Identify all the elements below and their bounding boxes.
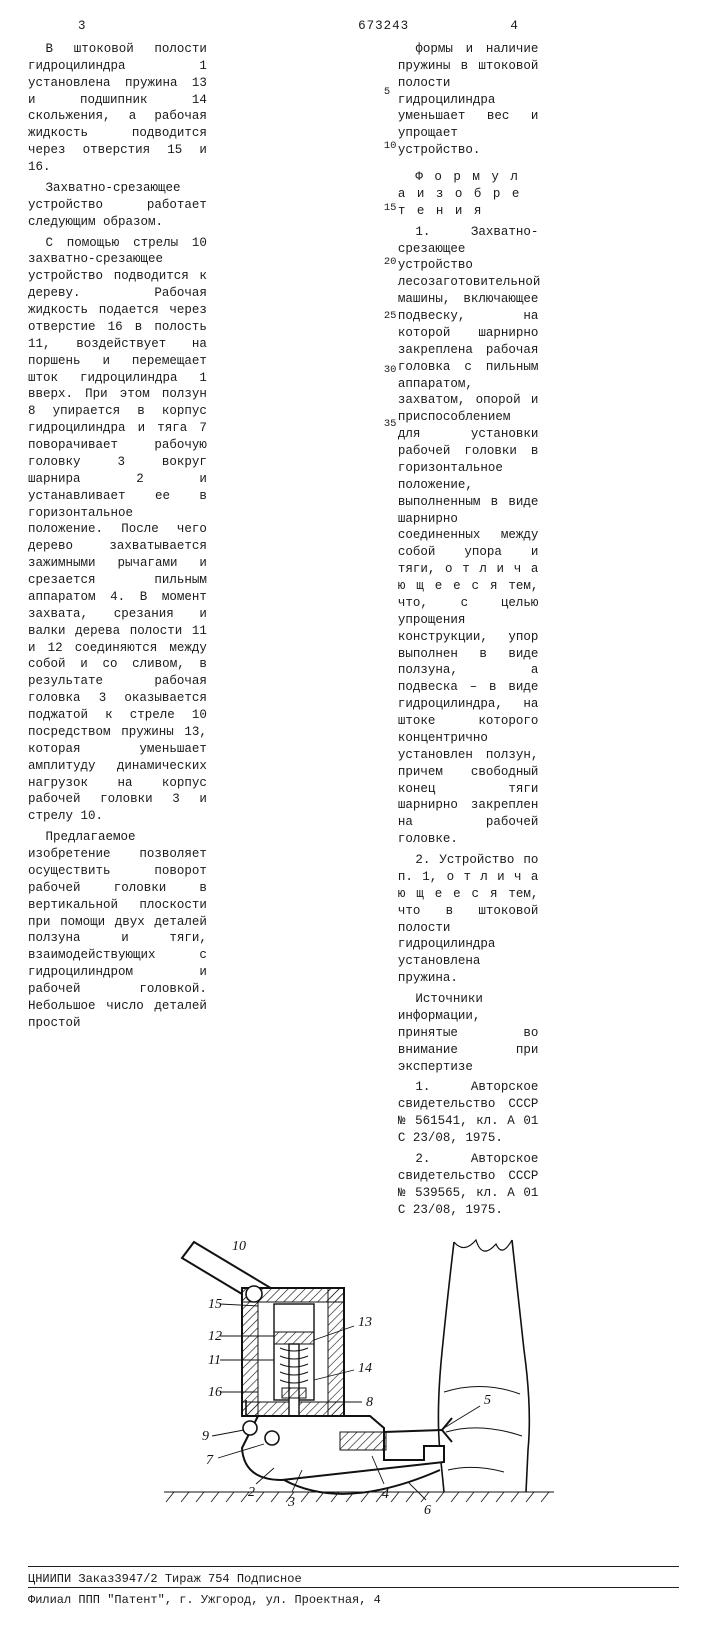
footer-line-2: Филиал ППП "Патент", г. Ужгород, ул. Про… bbox=[28, 1587, 679, 1608]
figure: 10 15 12 11 16 13 14 8 9 7 2 3 4 5 6 bbox=[28, 1232, 679, 1538]
sources-heading: Источники информации, принятые во вниман… bbox=[398, 991, 539, 1075]
claim-1: 1. Захватно-срезающее устройство лесозаг… bbox=[398, 224, 539, 848]
fig-label-16: 16 bbox=[208, 1385, 222, 1400]
line-number: 30 bbox=[384, 363, 397, 377]
claim-2: 2. Устройство по п. 1, о т л и ч а ю щ е… bbox=[398, 852, 539, 987]
fig-label-15: 15 bbox=[208, 1297, 222, 1312]
page-number-right: 4 bbox=[436, 18, 679, 35]
left-column: В штоковой полости гидроцилиндра 1 устан… bbox=[28, 41, 207, 1032]
fig-label-7: 7 bbox=[206, 1453, 214, 1468]
source-1: 1. Авторское свидетельство СССР № 561541… bbox=[398, 1079, 539, 1147]
fig-label-14: 14 bbox=[358, 1361, 372, 1376]
diagram-svg: 10 15 12 11 16 13 14 8 9 7 2 3 4 5 6 bbox=[124, 1232, 584, 1532]
fig-label-11: 11 bbox=[208, 1353, 221, 1368]
patent-number: 673243 bbox=[331, 18, 436, 35]
page-number-left: 3 bbox=[28, 18, 331, 35]
left-p3: С помощью стрелы 10 захватно-срезающее у… bbox=[28, 235, 207, 826]
line-number: 20 bbox=[384, 255, 397, 269]
page-header: 3 673243 4 bbox=[28, 18, 679, 35]
fig-label-8: 8 bbox=[366, 1395, 373, 1410]
line-number: 15 bbox=[384, 201, 397, 215]
line-number: 35 bbox=[384, 417, 397, 431]
fig-label-10: 10 bbox=[232, 1239, 246, 1254]
fig-label-6: 6 bbox=[424, 1503, 431, 1518]
footer: ЦНИИПИ Заказ3947/2 Тираж 754 Подписное Ф… bbox=[28, 1566, 679, 1608]
fig-label-12: 12 bbox=[208, 1329, 222, 1344]
fig-label-13: 13 bbox=[358, 1315, 372, 1330]
fig-label-9: 9 bbox=[202, 1429, 209, 1444]
line-number: 25 bbox=[384, 309, 397, 323]
formula-heading: Ф о р м у л а и з о б р е т е н и я bbox=[398, 169, 539, 220]
line-number: 5 bbox=[384, 85, 390, 99]
line-number: 10 bbox=[384, 139, 397, 153]
source-2: 2. Авторское свидетельство СССР № 539565… bbox=[398, 1151, 539, 1219]
fig-label-4: 4 bbox=[382, 1487, 389, 1502]
body-columns: В штоковой полости гидроцилиндра 1 устан… bbox=[28, 41, 679, 1223]
left-p4: Предлагаемое изобретение позволяет осуще… bbox=[28, 829, 207, 1032]
right-column: формы и наличие пружины в штоковой полос… bbox=[398, 41, 539, 1219]
left-p1: В штоковой полости гидроцилиндра 1 устан… bbox=[28, 41, 207, 176]
fig-label-5: 5 bbox=[484, 1393, 491, 1408]
right-p1: формы и наличие пружины в штоковой полос… bbox=[398, 41, 539, 159]
footer-line-1: ЦНИИПИ Заказ3947/2 Тираж 754 Подписное bbox=[28, 1566, 679, 1587]
fig-label-2: 2 bbox=[248, 1485, 255, 1500]
fig-label-3: 3 bbox=[287, 1495, 295, 1510]
left-p2: Захватно-срезающее устройство работает с… bbox=[28, 180, 207, 231]
